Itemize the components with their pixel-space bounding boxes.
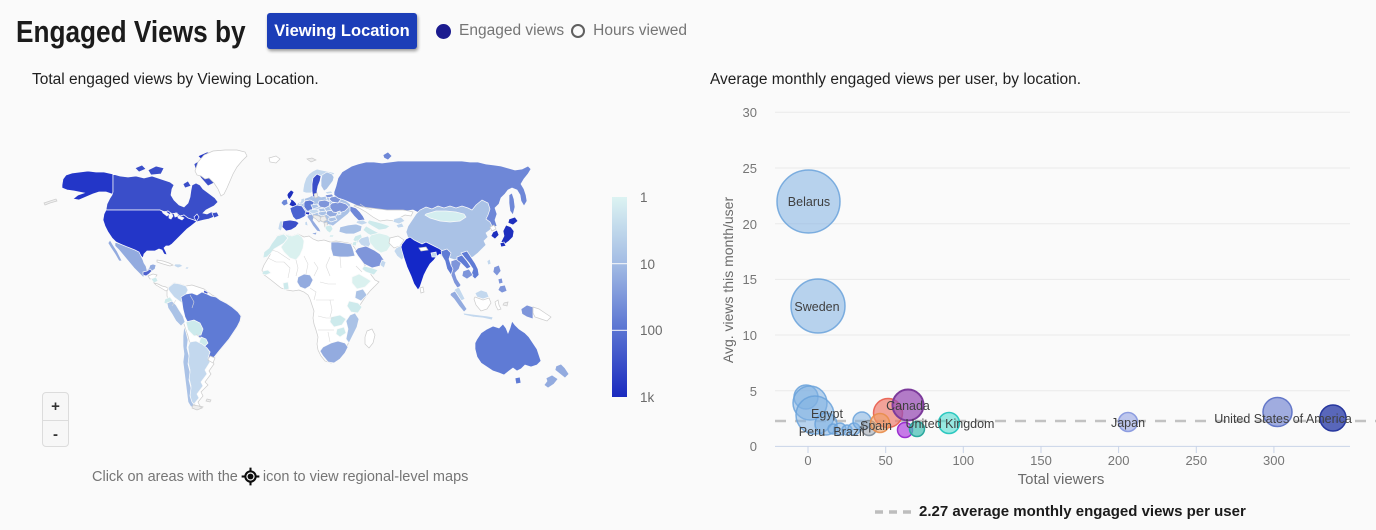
svg-text:5: 5: [750, 384, 757, 399]
svg-text:Egypt: Egypt: [811, 407, 843, 421]
svg-text:100: 100: [640, 323, 663, 338]
svg-text:United Kingdom: United Kingdom: [906, 417, 995, 431]
svg-text:Japan: Japan: [1111, 416, 1145, 430]
svg-text:250: 250: [1185, 453, 1207, 468]
svg-text:10: 10: [640, 257, 655, 272]
svg-text:1: 1: [640, 190, 648, 205]
svg-text:20: 20: [743, 217, 757, 232]
svg-text:50: 50: [878, 453, 892, 468]
svg-text:United States of America: United States of America: [1214, 412, 1352, 426]
svg-text:Belarus: Belarus: [788, 195, 830, 209]
svg-text:200: 200: [1108, 453, 1130, 468]
svg-text:Brazil: Brazil: [833, 425, 864, 439]
svg-text:Peru: Peru: [799, 425, 825, 439]
svg-text:Spain: Spain: [860, 419, 892, 433]
svg-text:150: 150: [1030, 453, 1052, 468]
svg-text:Total viewers: Total viewers: [1018, 471, 1105, 488]
svg-text:Sweden: Sweden: [794, 300, 839, 314]
svg-text:25: 25: [743, 161, 757, 176]
svg-text:Canada: Canada: [886, 399, 930, 413]
svg-text:100: 100: [952, 453, 974, 468]
svg-text:300: 300: [1263, 453, 1285, 468]
svg-text:Avg. views this month/user: Avg. views this month/user: [720, 197, 736, 364]
svg-text:0: 0: [804, 453, 811, 468]
svg-text:30: 30: [743, 105, 757, 120]
svg-text:1k: 1k: [640, 390, 655, 405]
svg-text:15: 15: [743, 272, 757, 287]
svg-text:10: 10: [743, 328, 757, 343]
svg-text:0: 0: [750, 439, 757, 454]
